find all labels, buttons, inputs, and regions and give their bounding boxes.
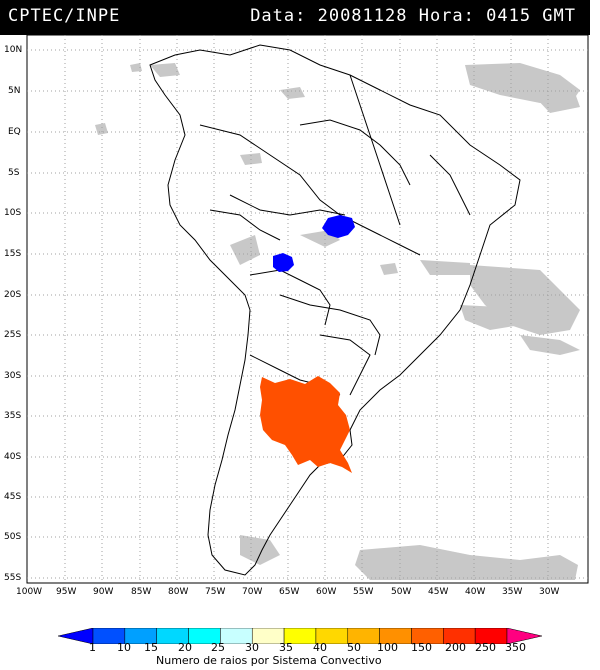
lon-label: 95W [56, 587, 77, 597]
colorbar-tick-label: 50 [347, 641, 361, 654]
lon-label: 45W [428, 587, 449, 597]
colorbar-tick-label: 20 [178, 641, 192, 654]
lon-label: 55W [353, 587, 374, 597]
colorbar-tick-label: 150 [411, 641, 432, 654]
lat-label: 50S [4, 532, 22, 542]
lat-label: EQ [8, 127, 21, 137]
lon-label: 85W [131, 587, 152, 597]
lon-label: 50W [391, 587, 412, 597]
colorbar-tick-label: 1 [89, 641, 96, 654]
lon-label: 65W [279, 587, 300, 597]
lon-label: 35W [502, 587, 523, 597]
lat-label: 10S [4, 208, 22, 218]
lon-label: 80W [168, 587, 189, 597]
cloud-cover [95, 63, 580, 580]
map-frame: 10N 5N EQ 5S 10S 15S 20S 25S 30S 35S 40S… [0, 35, 590, 597]
colorbar-tick-label: 35 [279, 641, 293, 654]
lon-label: 100W [16, 587, 43, 597]
colorbar-tick-label: 25 [211, 641, 225, 654]
map-header: CPTEC/INPE Data: 20081128 Hora: 0415 GMT [0, 0, 590, 35]
colorbar-tick-label: 10 [117, 641, 131, 654]
colorbar-tick-label: 15 [144, 641, 158, 654]
colorbar-tick-label: 250 [475, 641, 496, 654]
colorbar-title: Numero de raios por Sistema Convectivo [156, 654, 382, 667]
colorbar-tick-label: 200 [445, 641, 466, 654]
colorbar-tick-label: 350 [505, 641, 526, 654]
colorbar-tick-label: 100 [377, 641, 398, 654]
lon-label: 90W [93, 587, 114, 597]
source-label: CPTEC/INPE [8, 6, 121, 26]
timestamp-label: Data: 20081128 Hora: 0415 GMT [250, 6, 576, 26]
lat-label: 10N [4, 45, 23, 55]
lon-label: 75W [205, 587, 226, 597]
lat-label: 35S [4, 411, 22, 421]
lat-label: 15S [4, 249, 22, 259]
lat-label: 25S [4, 330, 22, 340]
lat-label: 5S [8, 168, 20, 178]
lon-label: 30W [539, 587, 560, 597]
system-blue-west [273, 253, 294, 272]
lat-label: 40S [4, 452, 22, 462]
colorbar-tick-label: 30 [245, 641, 259, 654]
colorbar [58, 628, 542, 644]
system-blue-north [322, 215, 355, 238]
map-canvas [26, 35, 589, 584]
lon-label: 40W [465, 587, 486, 597]
lat-label: 5N [8, 86, 21, 96]
colorbar-left-arrow [58, 628, 94, 644]
lat-label: 45S [4, 492, 22, 502]
system-orange-south [260, 376, 352, 473]
colorbar-right-arrow [506, 628, 542, 644]
continent-outline [149, 44, 521, 576]
lat-label: 55S [4, 573, 22, 583]
colorbar-tick-label: 40 [313, 641, 327, 654]
lon-label: 60W [316, 587, 337, 597]
lon-label: 70W [242, 587, 263, 597]
lat-label: 30S [4, 371, 22, 381]
lat-label: 20S [4, 290, 22, 300]
